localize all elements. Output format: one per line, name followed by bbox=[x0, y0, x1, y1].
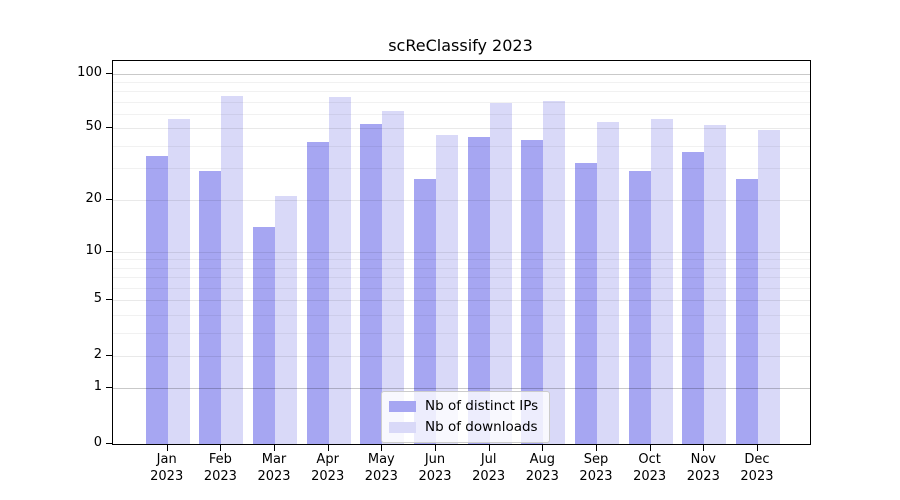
bar-distinct-ips-apr bbox=[306, 142, 329, 444]
x-tick-may bbox=[381, 445, 383, 451]
y-tick-label-0: 0 bbox=[93, 435, 102, 450]
y-tick-20 bbox=[106, 198, 112, 200]
bar-downloads-oct bbox=[650, 119, 673, 444]
x-tick-year: 2023 bbox=[203, 469, 237, 484]
x-tick-label-jul: Jul 2023 bbox=[457, 451, 521, 485]
y-tick-2 bbox=[106, 354, 112, 356]
bar-distinct-ips-sep bbox=[574, 163, 597, 444]
legend-item-downloads: Nb of downloads bbox=[389, 419, 538, 435]
x-tick-year: 2023 bbox=[150, 469, 184, 484]
chart-title: scReClassify 2023 bbox=[388, 36, 533, 55]
bar-distinct-ips-may bbox=[360, 123, 383, 444]
x-tick-year: 2023 bbox=[472, 469, 506, 484]
x-tick-month: Mar bbox=[261, 452, 287, 467]
bar-downloads-nov bbox=[704, 125, 727, 444]
bar-distinct-ips-nov bbox=[682, 152, 705, 444]
bar-downloads-apr bbox=[328, 97, 351, 444]
x-tick-label-apr: Apr 2023 bbox=[296, 451, 360, 485]
x-tick-year: 2023 bbox=[311, 469, 345, 484]
bar-distinct-ips-aug bbox=[521, 140, 544, 444]
x-tick-oct bbox=[649, 445, 651, 451]
x-tick-year: 2023 bbox=[579, 469, 613, 484]
x-tick-month: Jan bbox=[156, 452, 177, 467]
x-tick-year: 2023 bbox=[364, 469, 398, 484]
x-tick-dec bbox=[756, 445, 758, 451]
y-tick-10 bbox=[106, 250, 112, 252]
x-tick-month: Jul bbox=[480, 452, 497, 467]
legend-label-downloads: Nb of downloads bbox=[425, 419, 538, 435]
x-tick-month: Apr bbox=[316, 452, 339, 467]
y-tick-label-5: 5 bbox=[93, 291, 102, 307]
x-tick-month: Nov bbox=[690, 452, 716, 467]
y-tick-label-20: 20 bbox=[85, 190, 102, 206]
bars-layer bbox=[113, 61, 810, 444]
y-tick-50 bbox=[106, 127, 112, 129]
x-tick-month: Feb bbox=[208, 452, 232, 467]
x-tick-year: 2023 bbox=[740, 469, 774, 484]
y-tick-label-2: 2 bbox=[93, 346, 102, 362]
y-tick-label-100: 100 bbox=[77, 64, 102, 80]
bar-downloads-feb bbox=[221, 96, 244, 444]
x-tick-label-oct: Oct 2023 bbox=[618, 451, 682, 485]
plot-area: Nb of distinct IPs Nb of downloads bbox=[112, 60, 811, 445]
x-tick-label-may: May 2023 bbox=[349, 451, 413, 485]
bar-distinct-ips-jul bbox=[467, 136, 490, 444]
x-tick-month: Dec bbox=[744, 452, 770, 467]
bar-downloads-jan bbox=[167, 119, 190, 444]
x-tick-month: Sep bbox=[583, 452, 609, 467]
x-tick-aug bbox=[542, 445, 544, 451]
bar-downloads-jul bbox=[489, 102, 512, 444]
bar-downloads-sep bbox=[596, 122, 619, 444]
x-tick-year: 2023 bbox=[686, 469, 720, 484]
x-tick-label-mar: Mar 2023 bbox=[242, 451, 306, 485]
x-tick-year: 2023 bbox=[633, 469, 667, 484]
bar-distinct-ips-oct bbox=[628, 170, 651, 444]
x-tick-month: Oct bbox=[638, 452, 661, 467]
y-tick-label-10: 10 bbox=[85, 242, 102, 258]
x-tick-feb bbox=[220, 445, 222, 451]
x-tick-month: Aug bbox=[529, 452, 555, 467]
bar-distinct-ips-mar bbox=[253, 226, 276, 444]
bar-downloads-aug bbox=[543, 100, 566, 444]
bar-downloads-may bbox=[382, 111, 405, 444]
x-tick-month: May bbox=[367, 452, 395, 467]
legend-label-distinct-ips: Nb of distinct IPs bbox=[425, 398, 539, 414]
x-tick-sep bbox=[595, 445, 597, 451]
x-tick-label-jun: Jun 2023 bbox=[403, 451, 467, 485]
y-tick-1 bbox=[106, 387, 112, 389]
y-tick-5 bbox=[106, 299, 112, 301]
x-tick-label-dec: Dec 2023 bbox=[725, 451, 789, 485]
bar-distinct-ips-feb bbox=[199, 170, 222, 444]
bar-downloads-dec bbox=[757, 129, 780, 444]
bar-downloads-mar bbox=[275, 195, 298, 444]
x-tick-apr bbox=[327, 445, 329, 451]
legend-swatch-downloads bbox=[389, 421, 416, 433]
y-tick-100 bbox=[106, 72, 112, 74]
y-tick-0 bbox=[106, 443, 112, 444]
legend-swatch-distinct-ips bbox=[389, 400, 416, 412]
x-tick-jul bbox=[488, 445, 490, 451]
legend-item-distinct-ips: Nb of distinct IPs bbox=[389, 398, 538, 414]
x-tick-label-aug: Aug 2023 bbox=[510, 451, 574, 485]
bar-distinct-ips-jun bbox=[414, 179, 436, 444]
x-tick-jan bbox=[166, 445, 168, 451]
x-tick-label-jan: Jan 2023 bbox=[135, 451, 199, 485]
legend: Nb of distinct IPs Nb of downloads bbox=[381, 391, 551, 443]
x-tick-year: 2023 bbox=[257, 469, 291, 484]
bar-distinct-ips-jan bbox=[145, 156, 168, 444]
x-tick-label-feb: Feb 2023 bbox=[188, 451, 252, 485]
x-tick-mar bbox=[274, 445, 276, 451]
bar-downloads-jun bbox=[436, 134, 458, 444]
x-tick-year: 2023 bbox=[418, 469, 452, 484]
x-tick-nov bbox=[703, 445, 705, 451]
x-tick-year: 2023 bbox=[525, 469, 559, 484]
y-tick-label-1: 1 bbox=[93, 379, 102, 395]
x-tick-month: Jun bbox=[424, 452, 446, 467]
x-tick-jun bbox=[435, 445, 436, 451]
x-tick-label-sep: Sep 2023 bbox=[564, 451, 628, 485]
y-tick-label-50: 50 bbox=[85, 119, 102, 135]
x-tick-label-nov: Nov 2023 bbox=[671, 451, 735, 485]
bar-distinct-ips-dec bbox=[735, 179, 758, 444]
